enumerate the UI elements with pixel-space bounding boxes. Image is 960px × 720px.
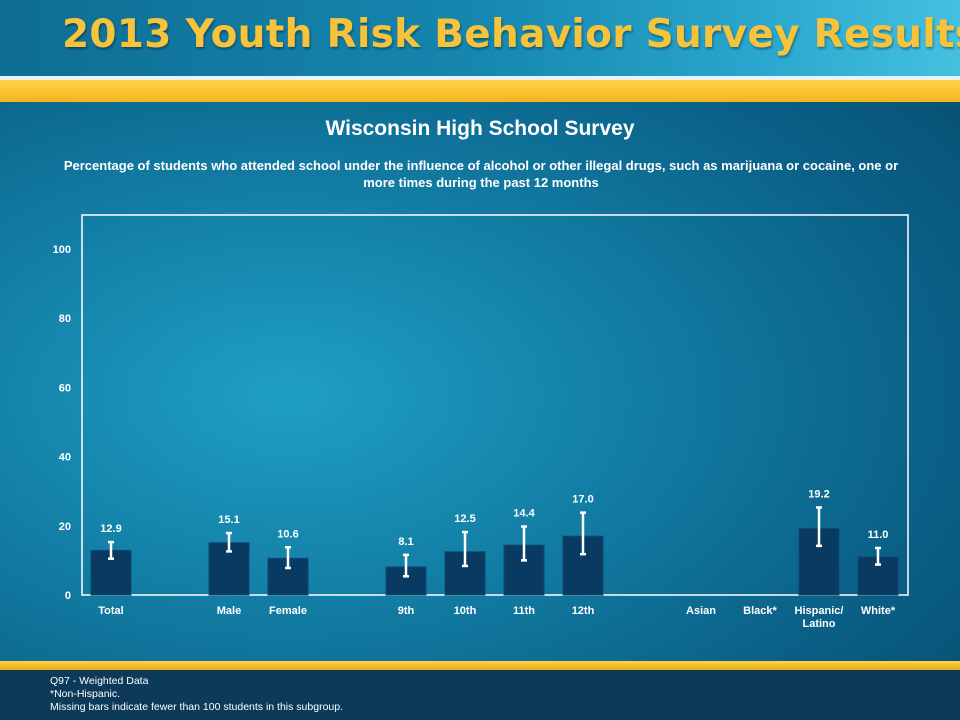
footer-note-missing-bars: Missing bars indicate fewer than 100 stu… (50, 701, 344, 713)
x-tick-label: Female (269, 605, 307, 617)
data-label: 19.2 (808, 488, 829, 500)
bar (90, 549, 132, 596)
chart-title: Wisconsin High School Survey (325, 117, 635, 140)
data-label: 12.9 (100, 523, 121, 535)
footer-notes: Q97 - Weighted Data *Non-Hispanic. Missi… (0, 670, 960, 720)
bar-chart: 0 20 40 60 80 100 12.9 Total 15.1 Male 10.6 Female 8… (53, 214, 909, 630)
data-label: 15.1 (218, 514, 239, 526)
header-banner: 2013 Youth Risk Behavior Survey Results (0, 0, 960, 76)
y-tick-label: 80 (59, 313, 71, 325)
data-label: 17.0 (572, 494, 593, 506)
x-tick-label: 9th (398, 605, 415, 617)
plot-frame (81, 214, 909, 596)
data-label: 10.6 (277, 528, 298, 540)
y-tick-label: 40 (59, 452, 71, 464)
chart-subtitle: Percentage of students who attended scho… (63, 158, 899, 190)
footer-note-weighted: Q97 - Weighted Data (50, 675, 149, 687)
x-tick-label: Total (98, 605, 123, 617)
x-tick-label: Male (217, 605, 241, 617)
x-tick-label: Latino (803, 618, 836, 630)
y-tick-label: 100 (53, 244, 71, 256)
y-tick-label: 0 (65, 590, 71, 602)
footer-note-non-hispanic: *Non-Hispanic. (50, 688, 121, 700)
x-tick-label: Hispanic/ (795, 605, 844, 617)
header-divider-white (0, 76, 960, 80)
x-tick-label: Black* (743, 605, 777, 617)
x-tick-label: 12th (572, 605, 595, 617)
data-label: 14.4 (513, 507, 535, 519)
data-label: 12.5 (454, 513, 475, 525)
x-tick-label: Asian (686, 605, 716, 617)
x-tick-label: White* (861, 605, 896, 617)
y-tick-label: 20 (59, 521, 71, 533)
header-divider-gold (0, 80, 960, 102)
data-label: 8.1 (398, 536, 413, 548)
x-tick-label: 10th (454, 605, 477, 617)
footer-divider-gold (0, 661, 960, 670)
x-tick-label: 11th (513, 605, 535, 617)
data-label: 11.0 (868, 529, 889, 541)
page-title: 2013 Youth Risk Behavior Survey Results (62, 12, 960, 57)
y-tick-label: 60 (59, 382, 71, 394)
